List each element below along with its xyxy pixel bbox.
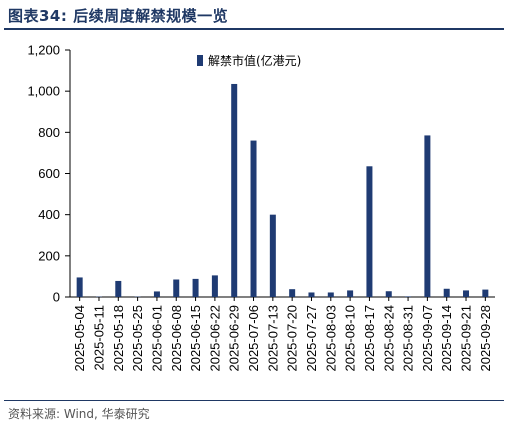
x-tick-label: 2025-05-18 bbox=[111, 305, 126, 372]
x-tick-label: 2025-08-24 bbox=[381, 305, 396, 372]
x-tick-label: 2025-07-27 bbox=[304, 305, 319, 372]
y-tick-label: 1,000 bbox=[27, 84, 60, 99]
bar-2025-07-06 bbox=[250, 140, 257, 297]
x-tick-label: 2025-06-08 bbox=[169, 305, 184, 372]
bar-2025-06-15 bbox=[192, 278, 199, 297]
x-tick-label: 2025-09-28 bbox=[478, 305, 493, 372]
bar-2025-09-28 bbox=[482, 289, 489, 297]
legend-swatch bbox=[197, 55, 203, 66]
x-tick-label: 2025-09-21 bbox=[459, 305, 474, 372]
bar-2025-08-17 bbox=[366, 166, 373, 297]
x-tick-label: 2025-05-04 bbox=[72, 305, 87, 372]
y-tick-label: 1,200 bbox=[27, 43, 60, 58]
x-tick-label: 2025-08-17 bbox=[362, 305, 377, 372]
x-tick-label: 2025-08-31 bbox=[401, 305, 416, 372]
y-axis: 0 200 400 600 800 1,000 1,200 bbox=[27, 43, 71, 305]
footer-rule bbox=[4, 400, 504, 401]
x-tick-label: 2025-06-22 bbox=[207, 305, 222, 372]
legend: 解禁市值(亿港元) bbox=[197, 53, 301, 68]
y-tick-label: 400 bbox=[38, 207, 60, 222]
source-note: 资料来源: Wind, 华泰研究 bbox=[8, 407, 150, 421]
x-tick-label: 2025-07-06 bbox=[246, 305, 261, 372]
bar-2025-08-31 bbox=[405, 296, 412, 297]
y-tick-label: 200 bbox=[38, 248, 60, 263]
bar-2025-05-04 bbox=[76, 277, 83, 297]
bar-2025-06-08 bbox=[173, 279, 180, 297]
x-tick-label: 2025-09-14 bbox=[439, 305, 454, 372]
x-tick-label: 2025-07-13 bbox=[265, 305, 280, 372]
x-tick-label: 2025-06-15 bbox=[188, 305, 203, 372]
bar-2025-06-01 bbox=[153, 291, 160, 297]
legend-label: 解禁市值(亿港元) bbox=[208, 53, 301, 68]
bar-2025-07-13 bbox=[269, 214, 276, 297]
x-tick-label: 2025-06-29 bbox=[227, 305, 242, 372]
x-tick-label: 2025-05-11 bbox=[91, 305, 106, 371]
bar-2025-09-21 bbox=[463, 290, 470, 297]
bar-2025-07-27 bbox=[308, 292, 315, 297]
bar-2025-07-20 bbox=[289, 289, 296, 297]
x-tick-label: 2025-08-10 bbox=[343, 305, 358, 372]
x-tick-label: 2025-06-01 bbox=[149, 305, 164, 372]
x-tick-label: 2025-08-03 bbox=[323, 305, 338, 372]
bar-2025-06-22 bbox=[211, 275, 218, 297]
bar-2025-08-24 bbox=[385, 291, 392, 297]
y-tick-label: 600 bbox=[38, 166, 60, 181]
bar-2025-09-07 bbox=[424, 135, 431, 297]
bar-2025-08-10 bbox=[347, 290, 354, 297]
bar-series bbox=[76, 83, 489, 298]
y-tick-label: 0 bbox=[53, 290, 60, 305]
figure-title: 图表34: 后续周度解禁规模一览 bbox=[8, 7, 229, 25]
y-tick-label: 800 bbox=[38, 125, 60, 140]
x-tick-label: 2025-05-25 bbox=[130, 305, 145, 372]
header-rule bbox=[4, 28, 504, 30]
figure-header: 图表34: 后续周度解禁规模一览 bbox=[0, 0, 509, 30]
x-tick-label: 2025-09-07 bbox=[420, 305, 435, 372]
bar-2025-05-18 bbox=[115, 280, 122, 297]
x-tick-label: 2025-07-20 bbox=[285, 305, 300, 372]
bar-2025-09-14 bbox=[443, 288, 450, 297]
x-axis: 2025-05-04 2025-05-11 2025-05-18 2025-05-25… bbox=[70, 296, 495, 372]
bar-2025-06-29 bbox=[231, 83, 238, 298]
bar-2025-08-03 bbox=[327, 292, 334, 297]
